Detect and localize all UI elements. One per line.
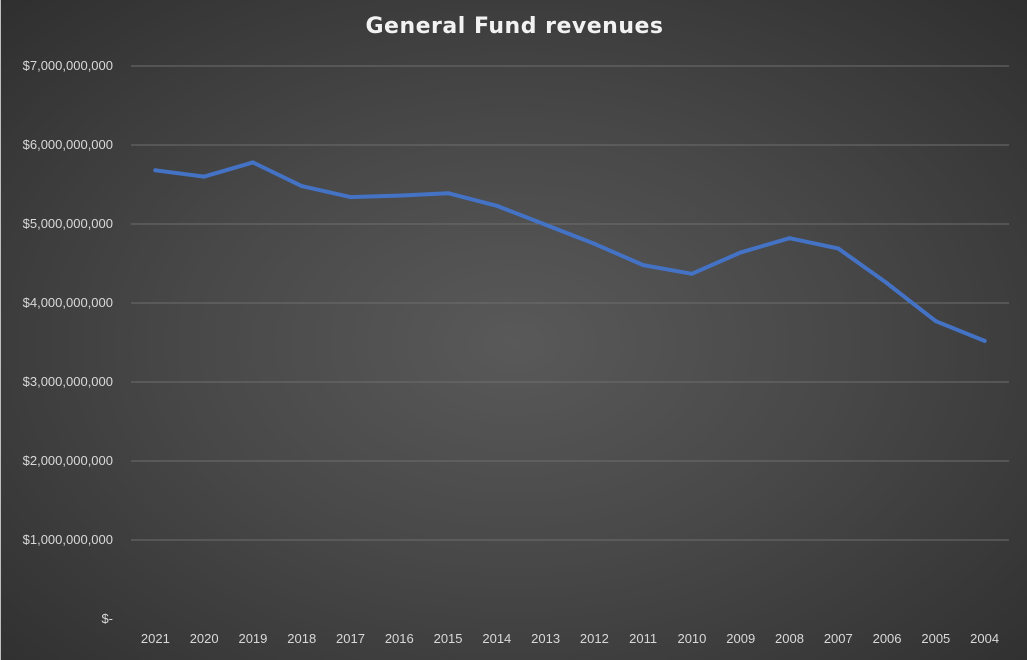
x-tick-label: 2009 (726, 631, 755, 646)
x-tick-label: 2005 (921, 631, 950, 646)
x-tick-label: 2008 (775, 631, 804, 646)
data-point (494, 203, 499, 208)
gridlines (131, 65, 1009, 541)
chart-title: General Fund revenues (365, 14, 664, 39)
x-tick-label: 2014 (482, 631, 511, 646)
y-tick-label: $3,000,000,000 (23, 374, 113, 389)
data-point (153, 168, 158, 173)
x-tick-label: 2011 (629, 631, 657, 646)
data-point (836, 246, 841, 251)
y-tick-label: $1,000,000,000 (23, 532, 113, 547)
x-tick-label: 2020 (190, 631, 219, 646)
x-tick-label: 2006 (873, 631, 902, 646)
data-point (299, 184, 304, 189)
series-line (153, 160, 987, 343)
data-point (202, 174, 207, 179)
series-group (153, 160, 987, 343)
data-point (348, 195, 353, 200)
y-tick-label: $2,000,000,000 (23, 453, 113, 468)
data-point (689, 271, 694, 276)
y-axis-tick-labels: $- $1,000,000,000 $2,000,000,000 $3,000,000… (23, 58, 113, 626)
x-tick-label: 2021 (141, 631, 170, 646)
y-tick-label: $- (101, 611, 113, 626)
x-tick-label: 2015 (434, 631, 463, 646)
data-point (446, 191, 451, 196)
x-tick-label: 2007 (824, 631, 853, 646)
x-tick-label: 2012 (580, 631, 609, 646)
y-tick-label: $6,000,000,000 (23, 137, 113, 152)
data-point (397, 193, 402, 198)
data-point (787, 236, 792, 241)
y-tick-label: $7,000,000,000 (23, 58, 113, 73)
data-point (543, 222, 548, 227)
x-tick-label: 2019 (238, 631, 267, 646)
data-point (885, 281, 890, 286)
x-tick-label: 2013 (531, 631, 560, 646)
data-point (982, 338, 987, 343)
x-tick-label: 2018 (287, 631, 316, 646)
y-tick-label: $5,000,000,000 (23, 216, 113, 231)
y-tick-label: $4,000,000,000 (23, 295, 113, 310)
x-tick-label: 2017 (336, 631, 365, 646)
x-tick-label: 2004 (970, 631, 999, 646)
data-point (933, 319, 938, 324)
x-tick-label: 2016 (385, 631, 414, 646)
data-point (738, 250, 743, 255)
x-tick-label: 2010 (677, 631, 706, 646)
x-axis-tick-labels: 2021 2020 2019 2018 2017 2016 2015 2014 2013 2012… (141, 631, 999, 646)
data-point (250, 160, 255, 165)
data-point (641, 263, 646, 268)
data-point (592, 241, 597, 246)
